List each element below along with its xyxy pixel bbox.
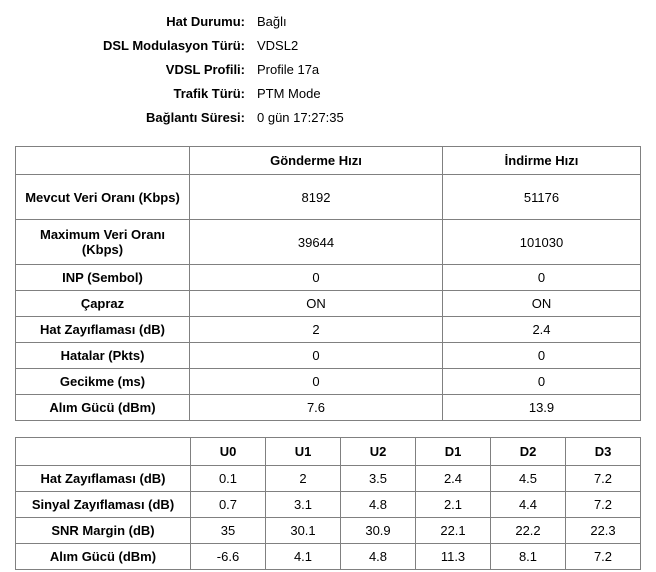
cell-value: 2.4: [415, 465, 491, 492]
cell-value: -6.6: [190, 543, 266, 570]
band-header-d2: D2: [490, 437, 566, 466]
cell-value: 4.4: [490, 491, 566, 518]
band-table-header-row: U0 U1 U2 D1 D2 D3: [15, 437, 641, 466]
row-label: Hat Zayıflaması (dB): [15, 465, 191, 492]
rate-table-header-row: Gönderme Hızı İndirme Hızı: [15, 146, 641, 175]
uptime-label: Bağlantı Süresi:: [146, 109, 245, 125]
cell-value: ON: [189, 290, 443, 317]
band-header-d1: D1: [415, 437, 491, 466]
cell-value: 8.1: [490, 543, 566, 570]
table-row-delay: Gecikme (ms) 0 0: [15, 368, 641, 395]
rate-header-upstream: Gönderme Hızı: [189, 146, 443, 175]
table-row-inp: INP (Sembol) 0 0: [15, 264, 641, 291]
line-status-label: Hat Durumu:: [166, 13, 245, 29]
cell-value: 2: [265, 465, 341, 492]
uptime-value: 0 gün 17:27:35: [257, 109, 344, 125]
row-label: Maximum Veri Oranı (Kbps): [15, 219, 190, 265]
cell-value: 3.5: [340, 465, 416, 492]
cell-value: 7.2: [565, 491, 641, 518]
cell-value: 0: [189, 368, 443, 395]
cell-value: 0: [189, 342, 443, 369]
band-header-u1: U1: [265, 437, 341, 466]
cell-value: 2.1: [415, 491, 491, 518]
cell-value: 101030: [442, 219, 641, 265]
band-header-u0: U0: [190, 437, 266, 466]
cell-value: 4.8: [340, 491, 416, 518]
cell-value: 4.8: [340, 543, 416, 570]
row-label: Çapraz: [15, 290, 190, 317]
traffic-type-value: PTM Mode: [257, 85, 321, 101]
traffic-type-label: Trafik Türü:: [173, 85, 245, 101]
cell-value: 7.2: [565, 543, 641, 570]
cell-value: 4.5: [490, 465, 566, 492]
cell-value: 30.9: [340, 517, 416, 544]
cell-value: 22.2: [490, 517, 566, 544]
row-label: Mevcut Veri Oranı (Kbps): [15, 174, 190, 220]
info-row-modulation: DSL Modulasyon Türü: VDSL2: [0, 33, 656, 57]
table-row-rx-power: Alım Gücü (dBm) 7.6 13.9: [15, 394, 641, 421]
cell-value: 2: [189, 316, 443, 343]
cell-value: 0.1: [190, 465, 266, 492]
cell-value: 0: [442, 342, 641, 369]
rate-header-empty: [15, 146, 190, 175]
table-row-trellis: Çapraz ON ON: [15, 290, 641, 317]
table-row-band-line-attenuation: Hat Zayıflaması (dB) 0.1 2 3.5 2.4 4.5 7…: [15, 465, 641, 492]
cell-value: 3.1: [265, 491, 341, 518]
cell-value: 0: [442, 264, 641, 291]
cell-value: 7.2: [565, 465, 641, 492]
cell-value: ON: [442, 290, 641, 317]
row-label: Alım Gücü (dBm): [15, 543, 191, 570]
band-header-empty: [15, 437, 191, 466]
cell-value: 39644: [189, 219, 443, 265]
info-row-line-status: Hat Durumu: Bağlı: [0, 9, 656, 33]
rate-header-downstream: İndirme Hızı: [442, 146, 641, 175]
cell-value: 8192: [189, 174, 443, 220]
cell-value: 2.4: [442, 316, 641, 343]
band-header-u2: U2: [340, 437, 416, 466]
vdsl-profile-value: Profile 17a: [257, 61, 320, 77]
cell-value: 22.1: [415, 517, 491, 544]
table-row-band-snr-margin: SNR Margin (dB) 35 30.1 30.9 22.1 22.2 2…: [15, 517, 641, 544]
modulation-label: DSL Modulasyon Türü:: [102, 37, 245, 53]
info-row-traffic-type: Trafik Türü: PTM Mode: [0, 81, 656, 105]
band-stats-table: U0 U1 U2 D1 D2 D3 Hat Zayıflaması (dB) 0…: [15, 437, 641, 570]
cell-value: 0: [442, 368, 641, 395]
band-header-d3: D3: [565, 437, 641, 466]
row-label: Gecikme (ms): [15, 368, 190, 395]
cell-value: 35: [190, 517, 266, 544]
row-label: Hatalar (Pkts): [15, 342, 190, 369]
row-label: Alım Gücü (dBm): [15, 394, 190, 421]
row-label: INP (Sembol): [15, 264, 190, 291]
cell-value: 0.7: [190, 491, 266, 518]
row-label: Sinyal Zayıflaması (dB): [15, 491, 191, 518]
dsl-info-section: Hat Durumu: Bağlı DSL Modulasyon Türü: V…: [0, 0, 656, 129]
table-row-band-rx-power: Alım Gücü (dBm) -6.6 4.1 4.8 11.3 8.1 7.…: [15, 543, 641, 570]
info-row-uptime: Bağlantı Süresi: 0 gün 17:27:35: [0, 105, 656, 129]
table-row-band-signal-attenuation: Sinyal Zayıflaması (dB) 0.7 3.1 4.8 2.1 …: [15, 491, 641, 518]
cell-value: 0: [189, 264, 443, 291]
cell-value: 4.1: [265, 543, 341, 570]
line-status-value: Bağlı: [257, 13, 287, 29]
vdsl-profile-label: VDSL Profili:: [165, 61, 245, 77]
cell-value: 7.6: [189, 394, 443, 421]
info-row-vdsl-profile: VDSL Profili: Profile 17a: [0, 57, 656, 81]
rate-stats-table: Gönderme Hızı İndirme Hızı Mevcut Veri O…: [15, 146, 641, 421]
cell-value: 51176: [442, 174, 641, 220]
row-label: SNR Margin (dB): [15, 517, 191, 544]
modulation-value: VDSL2: [257, 37, 299, 53]
cell-value: 11.3: [415, 543, 491, 570]
table-row-max-rate: Maximum Veri Oranı (Kbps) 39644 101030: [15, 219, 641, 265]
table-row-line-attenuation: Hat Zayıflaması (dB) 2 2.4: [15, 316, 641, 343]
cell-value: 13.9: [442, 394, 641, 421]
cell-value: 30.1: [265, 517, 341, 544]
cell-value: 22.3: [565, 517, 641, 544]
table-row-current-rate: Mevcut Veri Oranı (Kbps) 8192 51176: [15, 174, 641, 220]
row-label: Hat Zayıflaması (dB): [15, 316, 190, 343]
table-row-errors: Hatalar (Pkts) 0 0: [15, 342, 641, 369]
